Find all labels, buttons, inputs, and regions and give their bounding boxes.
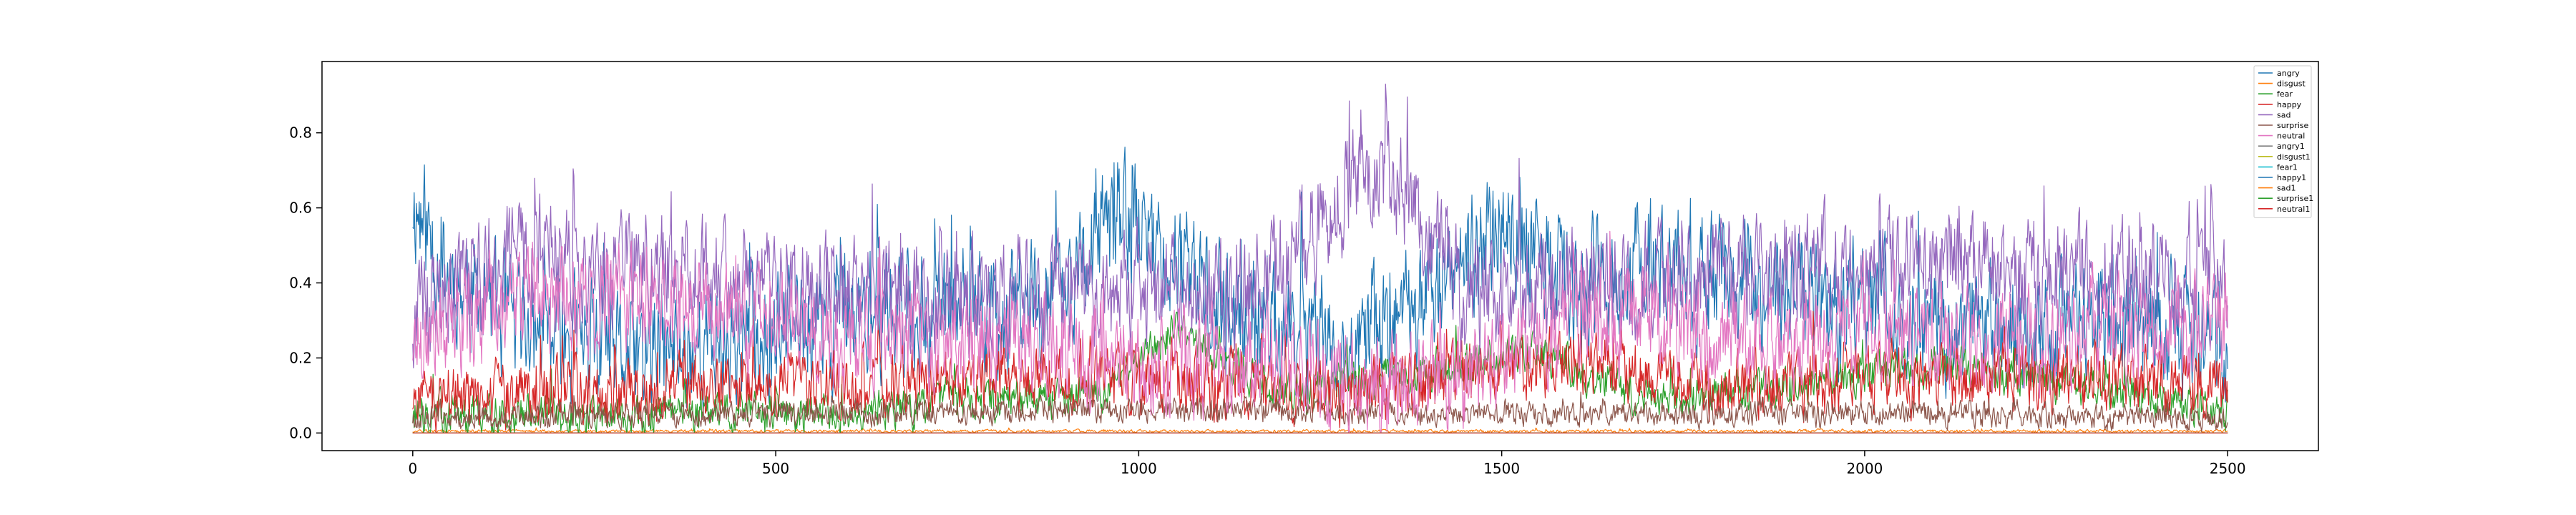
legend-label-angry: angry	[2277, 69, 2300, 78]
x-tick-label: 500	[762, 460, 789, 477]
x-tick-label: 2000	[1846, 460, 1883, 477]
y-axis: 0.0 0.2 0.4 0.6 0.8	[289, 124, 322, 441]
legend-label-happy1: happy1	[2277, 173, 2306, 182]
series-line-angry	[412, 147, 2228, 416]
legend-label-angry1: angry1	[2277, 142, 2305, 151]
x-tick-label: 1000	[1121, 460, 1157, 477]
series-layer	[412, 83, 2228, 433]
legend-label-disgust: disgust	[2277, 79, 2306, 89]
series-line-neutral	[412, 230, 2228, 433]
plot-frame	[321, 61, 2319, 451]
legend-label-happy: happy	[2277, 100, 2302, 109]
legend-label-sad: sad	[2277, 110, 2290, 119]
legend-label-neutral: neutral	[2277, 132, 2305, 141]
series-line-sad	[412, 83, 2228, 369]
y-tick-label: 0.4	[289, 275, 312, 292]
legend-label-disgust1: disgust1	[2277, 152, 2311, 162]
x-tick-label: 1500	[1483, 460, 1520, 477]
y-tick-label: 0.8	[289, 124, 312, 142]
legend-label-fear: fear	[2277, 89, 2293, 99]
legend-label-surprise: surprise	[2277, 121, 2309, 130]
y-tick-label: 0.0	[289, 424, 312, 441]
x-tick-label: 0	[408, 460, 417, 477]
legend-label-fear1: fear1	[2277, 162, 2298, 172]
y-tick-label: 0.2	[289, 349, 312, 366]
x-axis: 0 500 1000 1500 2000 2500	[408, 451, 2246, 477]
y-tick-label: 0.6	[289, 200, 312, 217]
legend-label-sad1: sad1	[2277, 184, 2296, 193]
legend-label-surprise1: surprise1	[2277, 194, 2313, 203]
x-tick-label: 2500	[2210, 460, 2246, 477]
legend-label-neutral1: neutral1	[2277, 205, 2310, 214]
